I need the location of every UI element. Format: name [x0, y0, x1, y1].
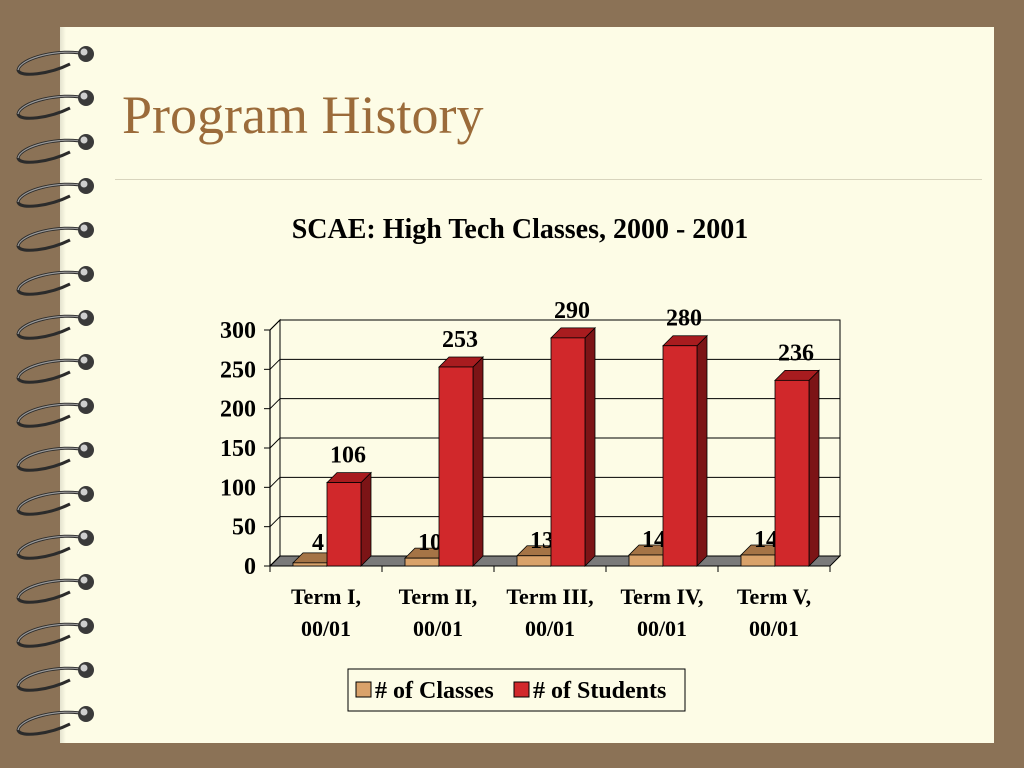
- bar-front: [404, 557, 440, 567]
- x-tick-label: Term III, 00/01: [506, 584, 593, 641]
- spiral-ring-icon: [16, 706, 94, 736]
- spiral-ring-icon: [16, 354, 94, 384]
- x-tick-label-line: 00/01: [525, 616, 575, 641]
- x-tick-label: Term II, 00/01: [399, 584, 478, 641]
- bar-front: [550, 337, 586, 567]
- bar-side: [696, 334, 708, 567]
- slide-title: Program History: [122, 85, 484, 145]
- page-shadow: [60, 27, 66, 743]
- bar-front: [774, 379, 810, 567]
- bar-front: [662, 345, 698, 567]
- bar-side: [472, 356, 484, 567]
- x-tick-label: Term V, 00/01: [737, 584, 811, 641]
- data-label-classes: 13: [530, 528, 554, 554]
- y-tick-label: 300: [220, 318, 256, 344]
- spiral-ring-icon: [16, 222, 94, 252]
- data-label-classes: 14: [754, 527, 778, 553]
- x-tick-label-line: 00/01: [749, 616, 799, 641]
- data-label-classes: 10: [418, 530, 442, 556]
- bar-front: [628, 554, 664, 567]
- gridline-diag: [269, 358, 281, 370]
- y-tick-label: 250: [220, 357, 256, 383]
- x-tick-label-line: Term IV,: [620, 584, 703, 609]
- gridline-diag: [269, 437, 281, 449]
- x-tick-label-line: Term I,: [291, 584, 361, 609]
- bar-side: [360, 471, 372, 567]
- y-tick-label: 100: [220, 475, 256, 501]
- x-tick-label-line: 00/01: [413, 616, 463, 641]
- bar-front: [438, 366, 474, 567]
- legend-swatch: [355, 681, 372, 698]
- gridline-diag: [269, 476, 281, 488]
- spiral-binding-icon: [16, 46, 94, 736]
- data-label-students: 236: [778, 340, 814, 366]
- bar-students: [326, 471, 372, 567]
- spiral-ring-icon: [16, 486, 94, 516]
- legend: # of Classes # of Students: [347, 668, 686, 712]
- y-tick-label: 0: [244, 554, 256, 580]
- x-tick-label-line: Term III,: [506, 584, 593, 609]
- x-tick-label: Term I, 00/01: [291, 584, 361, 641]
- spiral-ring-icon: [16, 134, 94, 164]
- bar-students: [774, 369, 820, 567]
- spiral-ring-icon: [16, 442, 94, 472]
- x-tick-label-line: 00/01: [301, 616, 351, 641]
- spiral-ring-icon: [16, 618, 94, 648]
- spiral-ring-icon: [16, 310, 94, 340]
- x-tick-label-line: Term V,: [737, 584, 811, 609]
- bar-front: [326, 482, 362, 567]
- bar-side: [808, 369, 820, 567]
- x-tick-label-line: Term II,: [399, 584, 478, 609]
- legend-swatch: [513, 681, 530, 698]
- spiral-ring-icon: [16, 662, 94, 692]
- gridline-diag: [269, 398, 281, 410]
- bar-front: [516, 555, 552, 567]
- data-label-classes: 4: [312, 530, 324, 556]
- y-tick-label: 200: [220, 397, 256, 423]
- gridline-diag: [269, 516, 281, 528]
- data-label-students: 106: [330, 443, 366, 469]
- gridline-diag: [269, 555, 281, 567]
- data-label-classes: 14: [642, 527, 666, 553]
- data-label-students: 253: [442, 327, 478, 353]
- legend-label: # of Students: [533, 678, 666, 704]
- spiral-ring-icon: [16, 530, 94, 560]
- spiral-ring-icon: [16, 90, 94, 120]
- spiral-ring-icon: [16, 178, 94, 208]
- notebook-page: [60, 27, 994, 743]
- spiral-ring-icon: [16, 398, 94, 428]
- spiral-ring-icon: [16, 46, 94, 76]
- bar-front: [740, 554, 776, 567]
- spiral-ring-icon: [16, 574, 94, 604]
- y-tick-label: 150: [220, 436, 256, 462]
- gridline-diag: [269, 319, 281, 331]
- data-label-students: 280: [666, 306, 702, 332]
- data-label-students: 290: [554, 298, 590, 324]
- title-divider: [115, 179, 982, 180]
- x-tick-label: Term IV, 00/01: [620, 584, 703, 641]
- bar-students: [438, 356, 484, 567]
- bar-students: [550, 326, 596, 567]
- bar-side: [584, 326, 596, 567]
- spiral-ring-icon: [16, 266, 94, 296]
- y-tick-label: 50: [232, 515, 256, 541]
- legend-label: # of Classes: [375, 678, 494, 704]
- bar-students: [662, 334, 708, 567]
- bar-front: [292, 562, 328, 567]
- chart-title: SCAE: High Tech Classes, 2000 - 2001: [292, 214, 749, 245]
- x-tick-label-line: 00/01: [637, 616, 687, 641]
